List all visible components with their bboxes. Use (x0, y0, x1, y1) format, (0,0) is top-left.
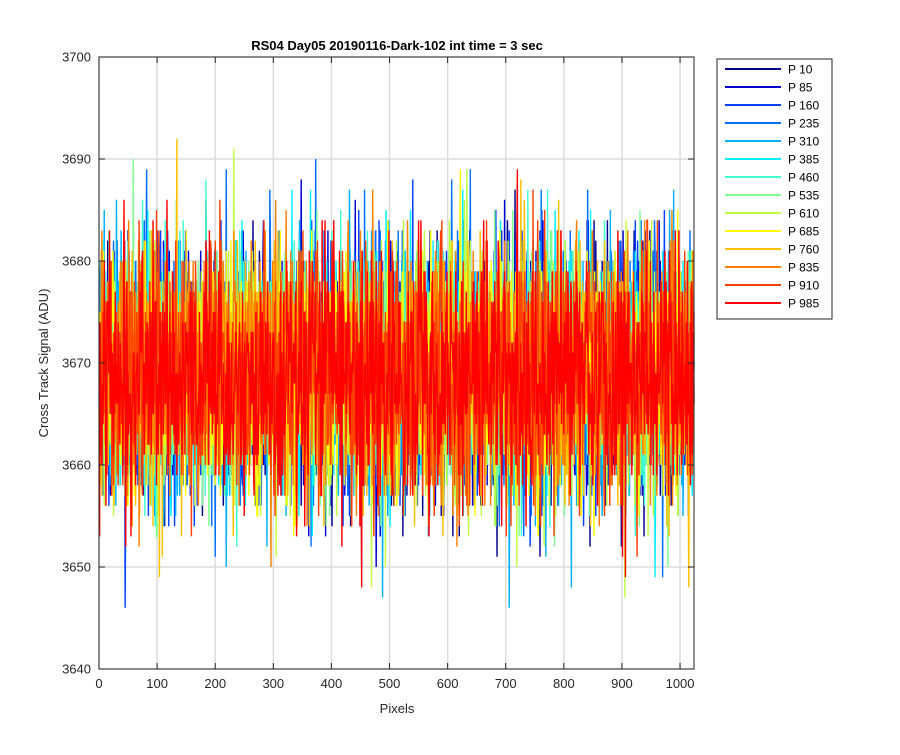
legend-label: P 910 (788, 279, 819, 293)
x-tick-label: 300 (262, 676, 284, 691)
legend-label: P 460 (788, 171, 819, 185)
chart-title: RS04 Day05 20190116-Dark-102 int time = … (251, 38, 543, 53)
legend-label: P 610 (788, 207, 819, 221)
legend-label: P 385 (788, 153, 819, 167)
y-tick-label: 3650 (62, 560, 91, 575)
legend-label: P 160 (788, 99, 819, 113)
x-axis-label: Pixels (380, 701, 415, 716)
y-tick-label: 3670 (62, 356, 91, 371)
x-tick-label: 600 (437, 676, 459, 691)
legend-label: P 235 (788, 117, 819, 131)
legend: P 10 P 85 P 160 P 235 P 310 P 385 P 460 P 535 P … (716, 58, 833, 320)
x-tick-label: 1000 (666, 676, 695, 691)
x-tick-label: 0 (95, 676, 102, 691)
legend-label: P 310 (788, 135, 819, 149)
y-tick-label: 3690 (62, 152, 91, 167)
x-tick-label: 900 (611, 676, 633, 691)
x-tick-label: 800 (553, 676, 575, 691)
series-lines (98, 138, 695, 608)
x-tick-label: 100 (146, 676, 168, 691)
x-tick-label: 700 (495, 676, 517, 691)
y-tick-label: 3660 (62, 458, 91, 473)
legend-label: P 760 (788, 243, 819, 257)
legend-label: P 685 (788, 225, 819, 239)
y-tick-label: 3680 (62, 254, 91, 269)
y-tick-label: 3640 (62, 662, 91, 677)
x-tick-label: 500 (379, 676, 401, 691)
y-axis-label: Cross Track Signal (ADU) (36, 289, 51, 438)
legend-label: P 535 (788, 189, 819, 203)
series-line (98, 169, 695, 588)
legend-label: P 85 (788, 81, 813, 95)
legend-box (716, 58, 833, 320)
y-tick-label: 3700 (62, 50, 91, 65)
legend-label: P 10 (788, 63, 813, 77)
legend-label: P 985 (788, 297, 819, 311)
legend-label: P 835 (788, 261, 819, 275)
x-tick-label: 400 (321, 676, 343, 691)
axes: 0 100 200 300 400 500 600 700 800 900 1000 3640 3650… (62, 50, 694, 692)
x-tick-label: 200 (204, 676, 226, 691)
